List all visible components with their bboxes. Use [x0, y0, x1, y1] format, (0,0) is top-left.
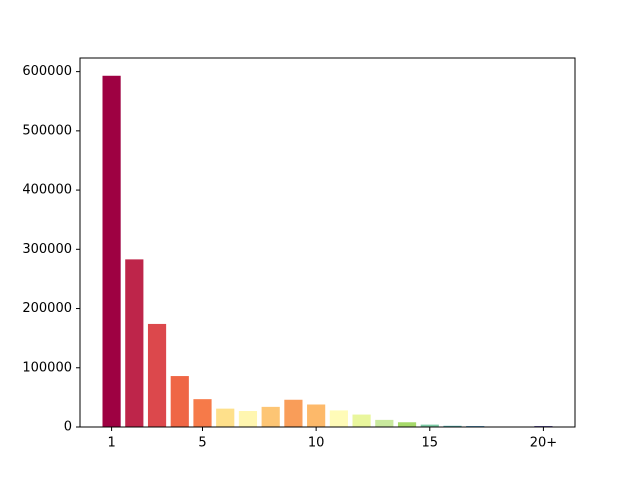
x-tick-label: 15 [421, 436, 438, 451]
bar [329, 410, 348, 427]
x-tick-label: 5 [198, 436, 206, 451]
bar [284, 399, 303, 427]
bar [170, 376, 189, 427]
y-tick-label: 200000 [22, 301, 72, 316]
y-tick-label: 400000 [22, 183, 72, 198]
bar [397, 422, 417, 427]
x-tick-label: 20+ [530, 436, 557, 451]
y-tick-label: 0 [64, 420, 72, 435]
bar [147, 323, 167, 427]
bar [193, 399, 212, 427]
bar [443, 425, 462, 427]
y-tick-label: 500000 [22, 123, 72, 138]
bar [238, 411, 258, 427]
y-tick-label: 600000 [22, 64, 72, 79]
bar [125, 259, 144, 427]
bar [375, 419, 394, 427]
x-tick-label: 10 [308, 436, 325, 451]
y-tick-label: 100000 [22, 360, 72, 375]
plot-frame [79, 57, 576, 428]
bar [102, 75, 121, 427]
bar [216, 408, 235, 427]
bar [420, 424, 439, 427]
x-tick-label: 1 [107, 436, 115, 451]
y-tick-label: 300000 [22, 242, 72, 257]
bar [307, 404, 326, 427]
bar [352, 414, 371, 427]
bar [261, 406, 280, 427]
